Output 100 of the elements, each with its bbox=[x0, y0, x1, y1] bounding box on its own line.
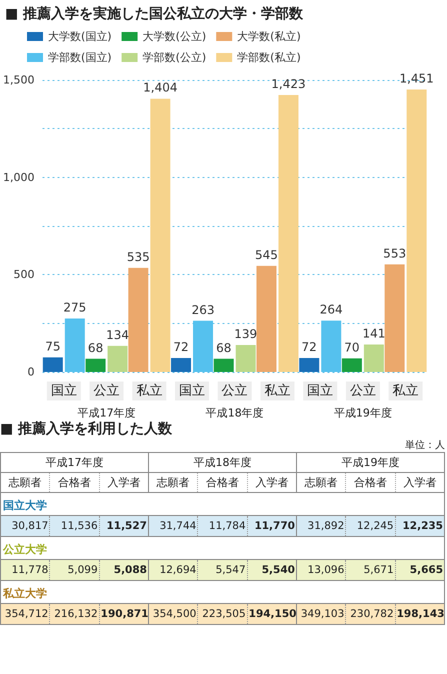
category-label: 入学者 bbox=[247, 472, 296, 492]
x-tick-label: 国立 bbox=[307, 382, 334, 398]
data-label: 275 bbox=[63, 300, 86, 314]
category-label: 合格者 bbox=[198, 472, 248, 492]
bar bbox=[214, 358, 234, 372]
data-label: 1,423 bbox=[271, 76, 306, 91]
legend-label: 大学数(公立) bbox=[142, 30, 206, 43]
text: 平成18年度 bbox=[206, 406, 264, 420]
category-label: 合格者 bbox=[346, 472, 396, 492]
bar bbox=[384, 264, 405, 372]
y-tick-label: 1,000 bbox=[2, 170, 34, 184]
category-label: 入学者 bbox=[395, 472, 444, 492]
text: 平成19年度 bbox=[334, 406, 392, 420]
data-label: 553 bbox=[383, 246, 406, 260]
bar bbox=[406, 90, 427, 372]
data-label: 264 bbox=[320, 302, 343, 317]
data-label: 349,103 bbox=[296, 604, 346, 624]
data-label: 75 bbox=[45, 339, 60, 354]
data-label: 31,892 bbox=[296, 516, 346, 536]
data-label: 230,782 bbox=[346, 604, 396, 624]
x-tick-label: 公立 bbox=[94, 382, 120, 398]
category-label: 志願者 bbox=[148, 472, 198, 492]
data-label: 545 bbox=[255, 248, 278, 262]
series-label: 国立大学 bbox=[0, 492, 444, 516]
data-label: 198,143 bbox=[395, 604, 444, 624]
bar bbox=[171, 358, 192, 372]
data-label: 5,665 bbox=[395, 560, 444, 580]
data-label: 11,770 bbox=[247, 516, 296, 536]
data-label: 11,778 bbox=[0, 560, 50, 580]
text: 平成17年度 bbox=[0, 452, 148, 472]
bar bbox=[321, 320, 342, 372]
data-label: 5,547 bbox=[198, 560, 248, 580]
y-tick-label: 1,500 bbox=[2, 74, 34, 86]
data-label: 354,712 bbox=[0, 604, 50, 624]
text: 平成18年度 bbox=[148, 452, 296, 472]
legend-label: 学部数(国立) bbox=[48, 51, 112, 64]
series-label: 公立大学 bbox=[0, 536, 444, 560]
data-label: 1,451 bbox=[399, 72, 434, 86]
x-tick-label: 私立 bbox=[392, 382, 419, 398]
data-label: 216,132 bbox=[50, 604, 100, 624]
data-label: 68 bbox=[216, 340, 232, 355]
bar bbox=[86, 358, 106, 372]
data-label: 5,088 bbox=[99, 560, 148, 580]
data-label: 72 bbox=[173, 340, 189, 354]
data-label: 5,540 bbox=[247, 560, 296, 580]
text: 平成17年度 bbox=[78, 406, 136, 420]
data-label: 263 bbox=[192, 302, 214, 317]
y-tick-label: 0 bbox=[27, 366, 34, 378]
bar bbox=[128, 268, 148, 372]
data-label: 68 bbox=[88, 340, 104, 355]
bar bbox=[236, 344, 256, 372]
data-label: 1,404 bbox=[143, 80, 178, 95]
data-label: 12,694 bbox=[148, 560, 198, 580]
category-label: 志願者 bbox=[0, 472, 50, 492]
x-tick-label: 公立 bbox=[350, 382, 376, 398]
bar bbox=[150, 98, 170, 372]
bar bbox=[108, 346, 128, 372]
data-label: 11,536 bbox=[50, 516, 100, 536]
bar bbox=[364, 344, 384, 372]
data-label: 31,744 bbox=[148, 516, 198, 536]
x-tick-label: 私立 bbox=[136, 382, 162, 398]
bar bbox=[342, 358, 362, 372]
category-label: 合格者 bbox=[50, 472, 100, 492]
text: ■ 推薦入学を利用した人数 bbox=[0, 420, 174, 438]
data-label: 139 bbox=[234, 326, 258, 341]
data-label: 223,505 bbox=[198, 604, 248, 624]
x-tick-label: 私立 bbox=[264, 382, 290, 398]
bar bbox=[42, 357, 63, 372]
bar bbox=[299, 358, 320, 372]
category-label: 入学者 bbox=[99, 472, 148, 492]
x-tick-label: 国立 bbox=[179, 382, 206, 398]
legend-label: 学部数(私立) bbox=[237, 51, 301, 64]
data-label: 11,784 bbox=[198, 516, 248, 536]
legend-label: 大学数(私立) bbox=[237, 30, 301, 43]
data-label: 70 bbox=[344, 340, 360, 354]
data-label: 535 bbox=[126, 250, 150, 264]
data-label: 190,871 bbox=[99, 604, 148, 624]
data-label: 5,099 bbox=[50, 560, 100, 580]
x-tick-label: 国立 bbox=[50, 382, 77, 398]
data-label: 5,671 bbox=[346, 560, 396, 580]
legend-label: 学部数(公立) bbox=[142, 51, 206, 64]
data-label: 30,817 bbox=[0, 516, 50, 536]
data-label: 194,150 bbox=[247, 604, 296, 624]
bar bbox=[278, 94, 298, 372]
bar bbox=[64, 318, 85, 372]
series-label: 私立大学 bbox=[0, 580, 444, 604]
data-label: 134 bbox=[106, 328, 130, 342]
legend-label: 大学数(国立) bbox=[48, 30, 112, 43]
bar bbox=[256, 266, 276, 372]
category-label: 志願者 bbox=[296, 472, 346, 492]
data-label: 12,235 bbox=[395, 516, 444, 536]
data-label: 72 bbox=[302, 340, 317, 354]
y-tick-label: 500 bbox=[13, 268, 34, 282]
data-label: 11,527 bbox=[99, 516, 148, 536]
text: 単位：人 bbox=[404, 439, 445, 452]
data-label: 354,500 bbox=[148, 604, 198, 624]
data-label: 13,096 bbox=[296, 560, 346, 580]
data-label: 141 bbox=[362, 326, 386, 341]
chart-title: ■ 推薦入学を実施した国公私立の大学・学部数 bbox=[5, 5, 304, 22]
text: 平成19年度 bbox=[296, 452, 444, 472]
